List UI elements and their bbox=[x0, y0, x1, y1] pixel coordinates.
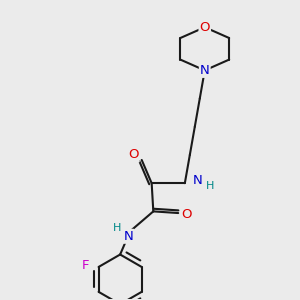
Text: O: O bbox=[128, 148, 139, 161]
Text: N: N bbox=[124, 230, 133, 243]
Text: H: H bbox=[112, 223, 121, 233]
Text: O: O bbox=[200, 21, 210, 34]
Text: N: N bbox=[200, 64, 210, 77]
Text: H: H bbox=[206, 181, 214, 191]
Text: F: F bbox=[82, 259, 90, 272]
Text: O: O bbox=[181, 208, 192, 221]
Text: N: N bbox=[193, 174, 202, 187]
